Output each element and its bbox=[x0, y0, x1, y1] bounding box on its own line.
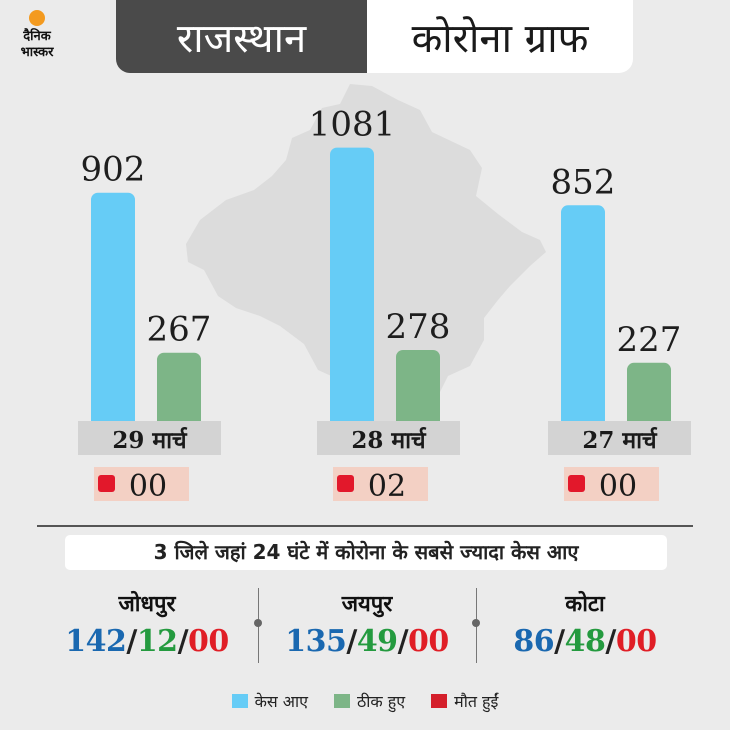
legend-label-deaths: मौत हुईं bbox=[454, 692, 499, 711]
district-deaths: 00 bbox=[615, 624, 657, 659]
district-cases: 86 bbox=[513, 624, 555, 659]
district-deaths: 00 bbox=[188, 624, 229, 659]
district-name: जोधपुर bbox=[118, 592, 176, 617]
header: राजस्थान कोरोना ग्राफ bbox=[116, 0, 633, 73]
stat-separator: / bbox=[346, 624, 357, 659]
stat-separator: / bbox=[177, 624, 189, 659]
sun-icon bbox=[29, 10, 45, 26]
district-name: कोटा bbox=[565, 592, 605, 617]
header-state-title: राजस्थान bbox=[116, 0, 367, 73]
district-deaths: 00 bbox=[408, 624, 449, 659]
legend-swatch-cases bbox=[231, 694, 248, 708]
date-box bbox=[317, 421, 460, 455]
district-stats: 86/48/00 bbox=[470, 624, 700, 659]
bar-value-recovered: 227 bbox=[617, 320, 682, 360]
date-label: 29 मार्च bbox=[112, 426, 188, 454]
bar-recovered bbox=[157, 352, 201, 430]
bar-cases bbox=[91, 192, 135, 430]
legend-swatch-recovered bbox=[333, 694, 350, 708]
bar-cases bbox=[561, 205, 605, 430]
legend-swatch-deaths bbox=[431, 694, 448, 708]
death-count: 00 bbox=[599, 469, 637, 504]
district-stats: 142/12/00 bbox=[32, 624, 262, 659]
stat-separator: / bbox=[126, 624, 137, 659]
district-stats: 135/49/00 bbox=[252, 624, 482, 659]
stat-separator: / bbox=[554, 624, 565, 659]
district-divider-dot bbox=[254, 619, 262, 627]
death-square-icon bbox=[98, 475, 115, 492]
bar-value-cases: 1081 bbox=[309, 105, 396, 145]
header-graph-title: कोरोना ग्राफ bbox=[367, 0, 633, 73]
stat-separator: / bbox=[397, 624, 409, 659]
bar-value-recovered: 278 bbox=[386, 307, 451, 347]
district-jaipur: जयपुर 135/49/00 bbox=[252, 590, 482, 659]
section-divider bbox=[37, 525, 693, 527]
district-divider-dot bbox=[472, 619, 480, 627]
logo-line2: भास्कर bbox=[20, 45, 54, 60]
legend-label-cases: केस आए bbox=[254, 692, 308, 711]
logo-line1: दैनिक bbox=[23, 29, 51, 44]
district-name: जयपुर bbox=[341, 592, 393, 617]
district-jodhpur: जोधपुर 142/12/00 bbox=[32, 590, 262, 659]
date-box bbox=[78, 421, 221, 455]
district-cases: 135 bbox=[285, 624, 347, 659]
date-box bbox=[548, 421, 691, 455]
date-label: 28 मार्च bbox=[351, 426, 427, 454]
stat-separator: / bbox=[605, 624, 616, 659]
legend-item-recovered: ठीक हुए bbox=[333, 690, 406, 712]
district-recovered: 48 bbox=[564, 624, 606, 659]
bar-value-recovered: 267 bbox=[147, 310, 212, 350]
district-cases: 142 bbox=[65, 624, 127, 659]
district-recovered: 49 bbox=[356, 624, 398, 659]
districts-subtitle: 3 जिले जहां 24 घंटे में कोरोना के सबसे ज… bbox=[65, 535, 667, 570]
death-count: 00 bbox=[129, 469, 167, 504]
death-count: 02 bbox=[368, 469, 406, 504]
bar-value-cases: 852 bbox=[551, 162, 616, 202]
date-label: 27 मार्च bbox=[582, 426, 658, 454]
legend-item-deaths: मौत हुईं bbox=[431, 690, 498, 712]
district-kota: कोटा 86/48/00 bbox=[470, 590, 700, 659]
legend-label-recovered: ठीक हुए bbox=[356, 692, 406, 711]
bar-recovered bbox=[396, 349, 440, 430]
bar-recovered bbox=[627, 362, 671, 430]
death-square-icon bbox=[568, 475, 585, 492]
bar-cases bbox=[330, 147, 374, 430]
death-square-icon bbox=[337, 475, 354, 492]
bar-value-cases: 902 bbox=[81, 150, 146, 190]
district-recovered: 12 bbox=[136, 624, 178, 659]
legend-item-cases: केस आए bbox=[231, 690, 308, 712]
chart-legend: केस आए ठीक हुए मौत हुईं bbox=[0, 690, 730, 712]
dainik-bhaskar-logo: दैनिक भास्कर bbox=[6, 10, 68, 70]
